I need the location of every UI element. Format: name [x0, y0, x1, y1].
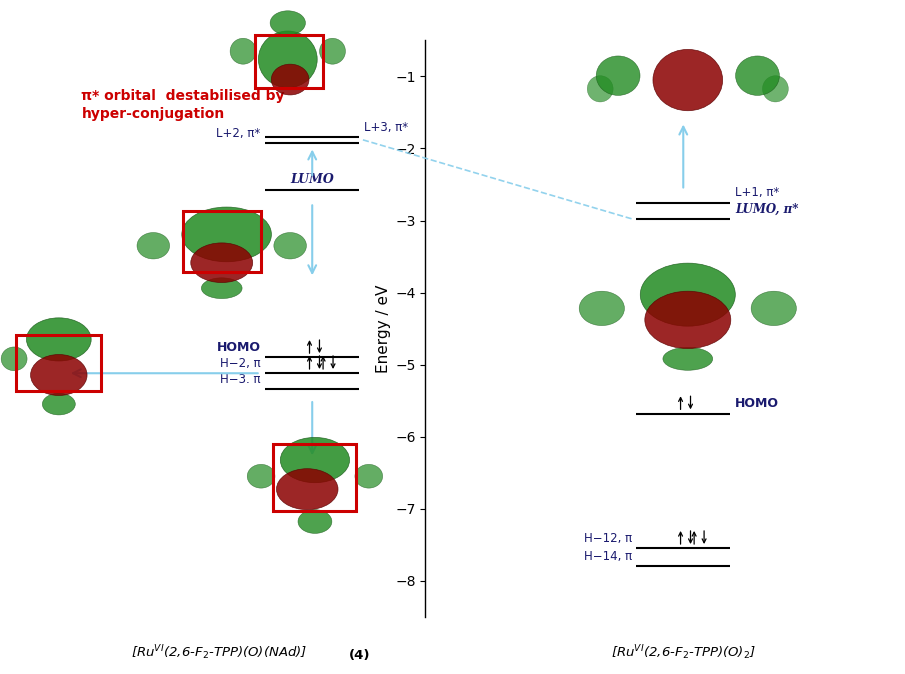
Ellipse shape: [137, 233, 169, 259]
Ellipse shape: [274, 233, 307, 259]
Text: L+2, π*: L+2, π*: [216, 127, 261, 140]
Ellipse shape: [662, 347, 713, 370]
Text: LUMO, π*: LUMO, π*: [735, 203, 798, 216]
Bar: [273, 444, 357, 511]
Ellipse shape: [247, 464, 275, 488]
Y-axis label: Energy / eV: Energy / eV: [376, 284, 391, 373]
Bar: [183, 211, 261, 272]
Ellipse shape: [191, 243, 252, 282]
Text: (4): (4): [348, 649, 370, 662]
Bar: [16, 335, 101, 391]
Ellipse shape: [1, 347, 27, 371]
Ellipse shape: [298, 510, 332, 533]
Ellipse shape: [319, 38, 346, 64]
Ellipse shape: [762, 75, 788, 102]
Ellipse shape: [277, 468, 338, 510]
Ellipse shape: [281, 437, 349, 483]
Ellipse shape: [355, 464, 383, 488]
Text: L+1, π*: L+1, π*: [735, 186, 779, 199]
Text: HOMO: HOMO: [216, 341, 261, 354]
Ellipse shape: [201, 278, 243, 299]
Ellipse shape: [272, 64, 309, 95]
Ellipse shape: [230, 38, 256, 64]
Text: LUMO: LUMO: [291, 173, 334, 186]
Ellipse shape: [640, 263, 735, 326]
Ellipse shape: [644, 291, 730, 348]
Ellipse shape: [182, 207, 272, 262]
Ellipse shape: [653, 49, 722, 111]
Text: H−12, π: H−12, π: [584, 532, 632, 545]
Ellipse shape: [43, 394, 75, 415]
Ellipse shape: [26, 318, 91, 361]
Text: [Ru$^{VI}$(2,6-F$_2$-TPP)(O)(NAd)]: [Ru$^{VI}$(2,6-F$_2$-TPP)(O)(NAd)]: [131, 643, 312, 662]
Text: H−14, π: H−14, π: [584, 550, 632, 563]
Ellipse shape: [751, 291, 796, 326]
Ellipse shape: [587, 75, 614, 102]
Text: L+3, π*: L+3, π*: [364, 121, 408, 134]
Text: HOMO: HOMO: [735, 397, 779, 410]
Ellipse shape: [31, 355, 87, 396]
Text: H−2, π: H−2, π: [220, 357, 261, 370]
Bar: [255, 35, 323, 88]
Text: [Ru$^{VI}$(2,6-F$_2$-TPP)(O)$_2$]: [Ru$^{VI}$(2,6-F$_2$-TPP)(O)$_2$]: [611, 643, 756, 662]
Ellipse shape: [596, 56, 640, 96]
Ellipse shape: [259, 31, 317, 88]
Ellipse shape: [270, 11, 305, 35]
Ellipse shape: [736, 56, 779, 96]
Ellipse shape: [579, 291, 624, 326]
Text: π* orbital  destabilised by
hyper-conjugation: π* orbital destabilised by hyper-conjuga…: [81, 89, 285, 121]
Text: H−3. π: H−3. π: [220, 373, 261, 386]
